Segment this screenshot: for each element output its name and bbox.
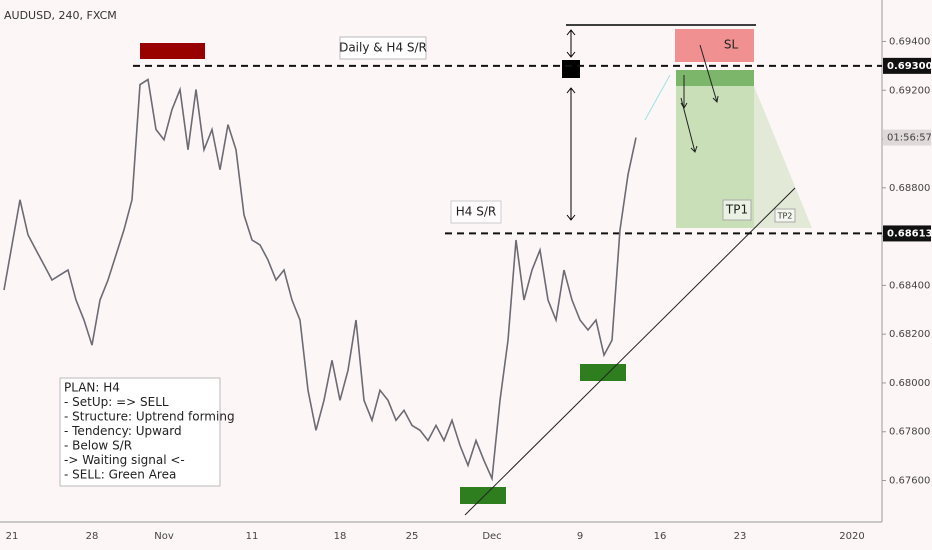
level-label: 0.68613 xyxy=(887,228,932,239)
projection-arrow xyxy=(680,44,719,153)
x-tick-label: 16 xyxy=(654,531,667,542)
annotation: H4 S/R xyxy=(456,205,496,219)
annotation: Daily & H4 S/R xyxy=(339,41,427,55)
target-zone-2 xyxy=(754,86,812,228)
y-tick-label: 0.67800 xyxy=(889,427,930,438)
trendline xyxy=(464,187,796,516)
level-label-box xyxy=(883,225,931,242)
x-tick-label: 28 xyxy=(86,531,99,542)
entry-zone xyxy=(676,70,754,86)
x-tick-label: 2020 xyxy=(839,531,864,542)
y-tick-label: 0.68000 xyxy=(889,378,930,389)
x-tick-label: 11 xyxy=(246,531,259,542)
arrow-head xyxy=(566,87,576,221)
x-tick-label: 21 xyxy=(6,531,19,542)
y-tick-label: 0.69200 xyxy=(889,85,930,96)
annotation: TP2 xyxy=(777,212,793,221)
x-tick-label: Nov xyxy=(154,531,174,542)
x-tick-label: 18 xyxy=(334,531,347,542)
countdown-box xyxy=(883,129,931,146)
label-box xyxy=(339,36,427,60)
marker-square xyxy=(562,60,580,78)
plan-box xyxy=(59,377,221,487)
label-box xyxy=(774,208,796,223)
chart-title: AUDUSD, 240, FXCM xyxy=(4,9,117,22)
y-tick-label: 0.68200 xyxy=(889,329,930,340)
annotation: SL xyxy=(724,38,739,52)
plan-line: - SELL: Green Area xyxy=(64,468,176,482)
plan-line: - Below S/R xyxy=(64,439,132,453)
label-box xyxy=(450,200,502,224)
level-label: 0.69300 xyxy=(887,61,932,72)
price-line xyxy=(3,78,637,482)
plan-line: - SetUp: => SELL xyxy=(64,395,169,409)
y-tick-label: 0.69400 xyxy=(889,36,930,47)
x-tick-label: 25 xyxy=(406,531,419,542)
support-marker xyxy=(460,487,506,504)
plan-line: - Tendency: Upward xyxy=(64,424,182,438)
x-tick-label: 23 xyxy=(734,531,747,542)
y-tick-label: 0.68800 xyxy=(889,183,930,194)
arrow-head xyxy=(566,29,576,58)
y-tick-label: 0.67600 xyxy=(889,476,930,487)
x-tick-label: 9 xyxy=(577,531,583,542)
label-box xyxy=(722,199,752,221)
plan-line: -> Waiting signal <- xyxy=(64,453,185,467)
level-label-box xyxy=(883,57,931,74)
x-tick-label: Dec xyxy=(482,531,501,542)
projection xyxy=(644,74,671,121)
countdown: 01:56:57 xyxy=(887,133,932,144)
plan-line: PLAN: H4 xyxy=(64,381,120,395)
support-marker xyxy=(580,364,626,381)
y-tick-label: 0.68400 xyxy=(889,280,930,291)
stop-loss-zone xyxy=(675,29,754,62)
plan-line: - Structure: Uptrend forming xyxy=(64,410,235,424)
plan-text: PLAN: H4- SetUp: => SELL- Structure: Upt… xyxy=(64,381,235,482)
resistance-marker xyxy=(140,43,205,59)
annotation: TP1 xyxy=(725,203,748,217)
